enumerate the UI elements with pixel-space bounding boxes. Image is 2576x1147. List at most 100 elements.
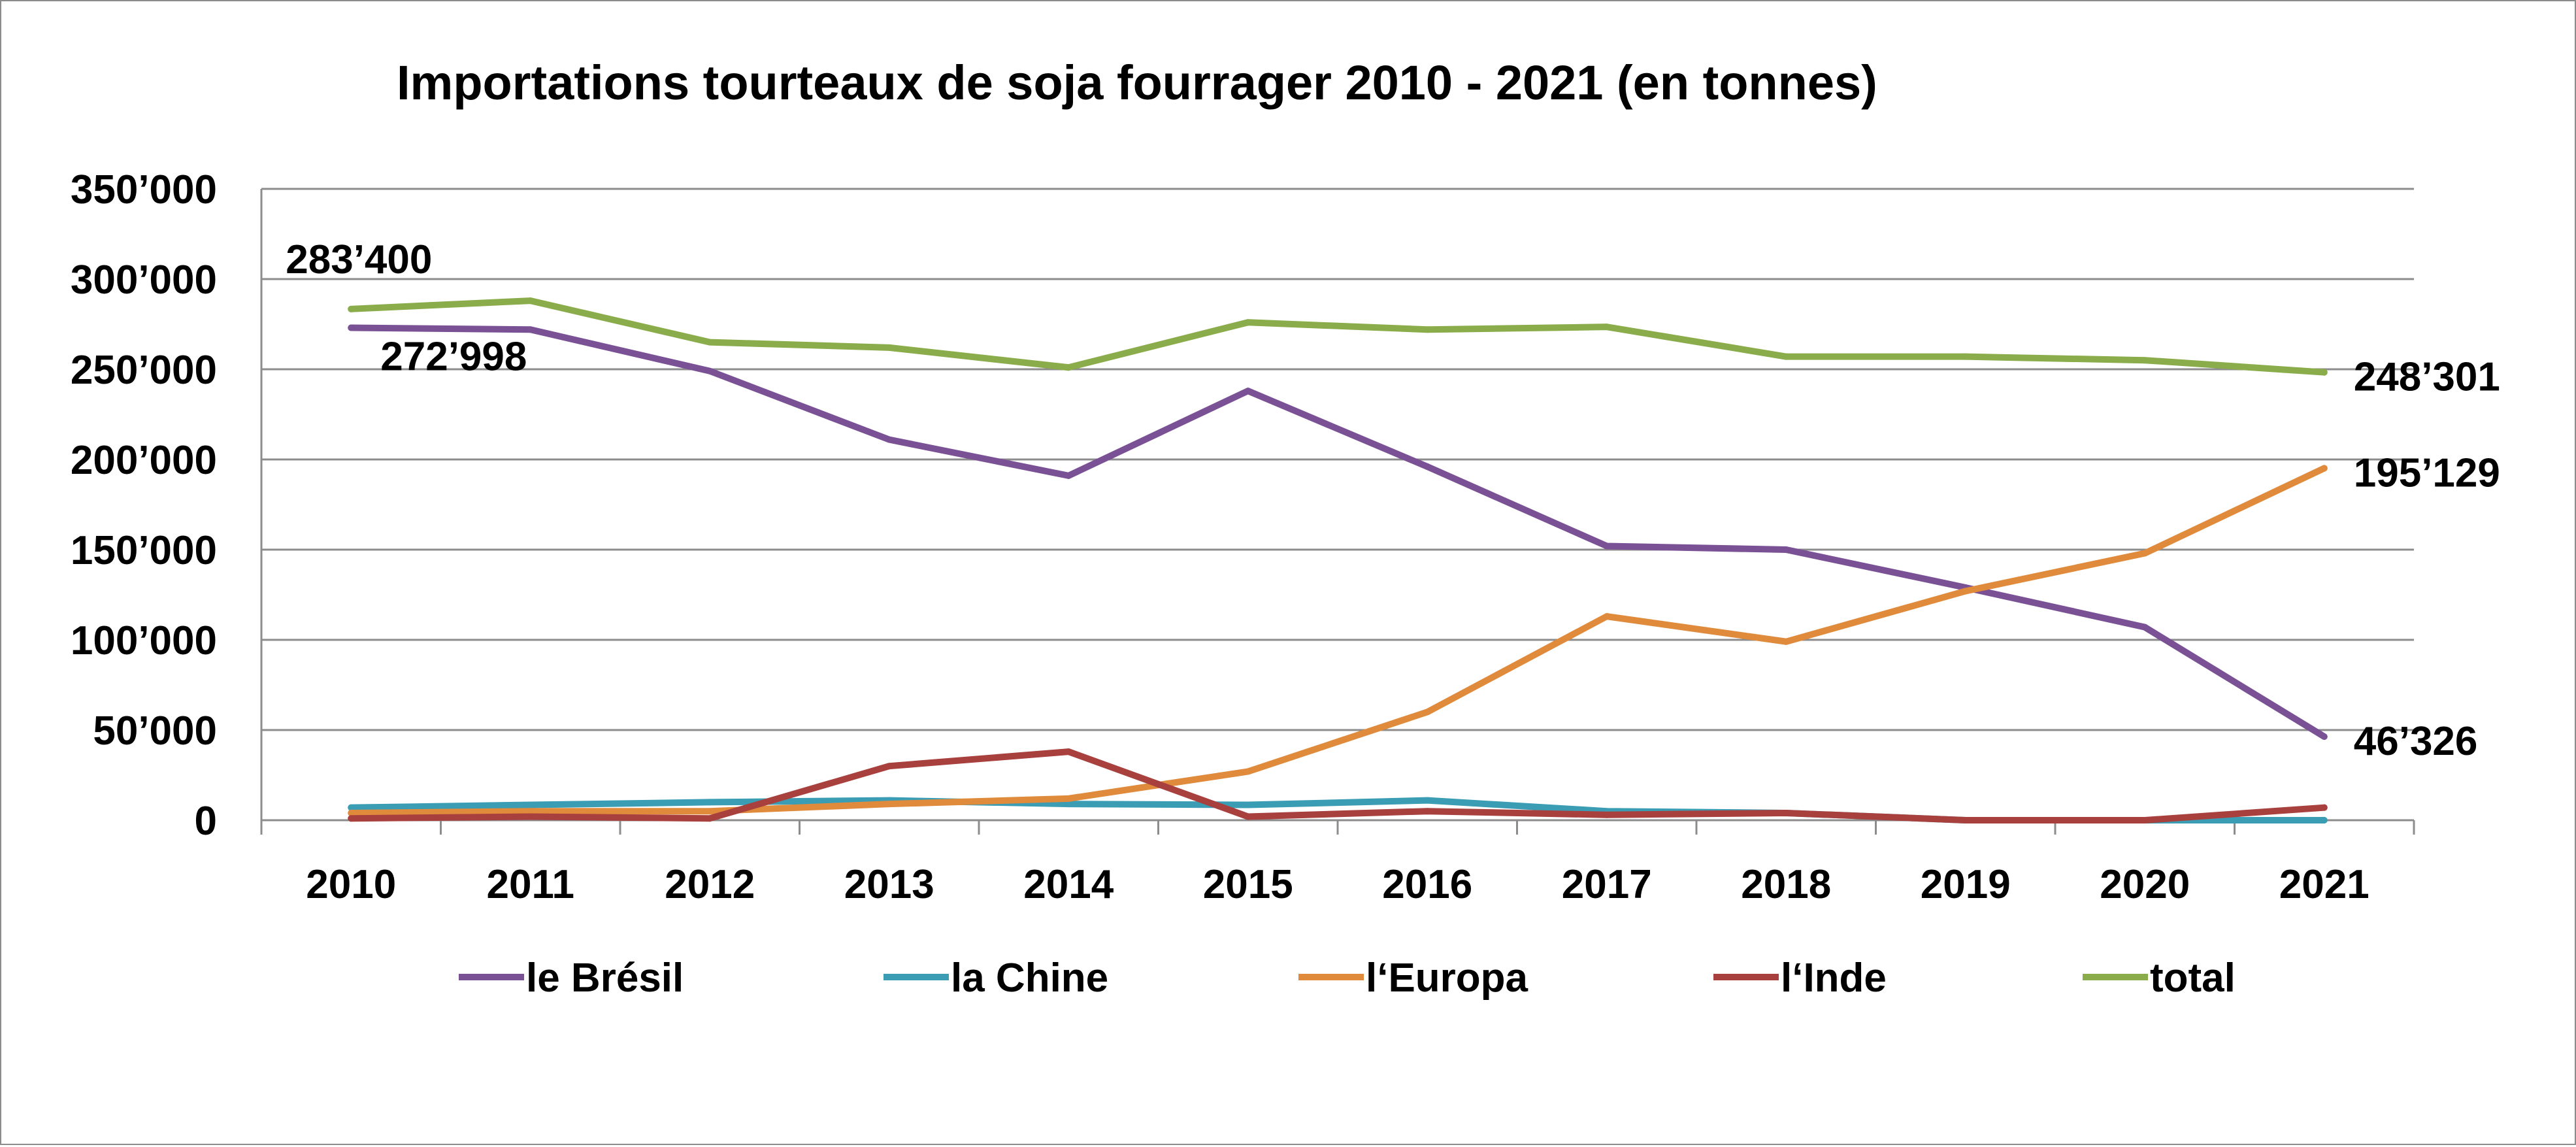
data-point bbox=[1603, 542, 1610, 550]
y-tick-label: 150’000 bbox=[71, 528, 217, 573]
data-point bbox=[1244, 768, 1251, 775]
x-tick-label: 2011 bbox=[486, 862, 574, 907]
data-point bbox=[1962, 353, 1969, 360]
data-point bbox=[885, 763, 893, 770]
data-point bbox=[1783, 353, 1790, 360]
data-point bbox=[527, 813, 534, 820]
data-point bbox=[1783, 546, 1790, 553]
data-point bbox=[1603, 811, 1610, 818]
y-tick-label: 0 bbox=[195, 799, 217, 844]
y-tick-label: 350’000 bbox=[71, 167, 217, 212]
data-point bbox=[348, 815, 355, 822]
series-line bbox=[348, 297, 2328, 376]
data-point bbox=[2320, 817, 2328, 823]
data-point bbox=[885, 436, 893, 443]
data-point bbox=[1065, 801, 1072, 808]
x-tick-label: 2021 bbox=[2279, 862, 2370, 907]
data-point bbox=[348, 804, 355, 811]
data-point bbox=[706, 339, 714, 346]
y-tick-label: 300’000 bbox=[71, 258, 217, 303]
data-point bbox=[1244, 319, 1251, 326]
data-point bbox=[1244, 813, 1251, 820]
data-point bbox=[1244, 388, 1251, 395]
legend-label: la Chine bbox=[951, 956, 1108, 1001]
y-axis-ticks: 0 50’000 100’000 150’000 200’000 250’000 300’0… bbox=[71, 167, 217, 844]
x-tick-label: 2016 bbox=[1382, 862, 1472, 907]
y-tick-label: 100’000 bbox=[71, 618, 217, 663]
x-tick-label: 2010 bbox=[306, 862, 396, 907]
data-point bbox=[1244, 801, 1251, 808]
x-tick-label: 2019 bbox=[1921, 862, 2011, 907]
data-point bbox=[885, 344, 893, 351]
data-label: 195’129 bbox=[2354, 450, 2500, 495]
data-point bbox=[1424, 708, 1431, 716]
series-lines bbox=[348, 297, 2328, 823]
data-point bbox=[1962, 588, 1969, 595]
legend-item: l‘Inde bbox=[1713, 956, 1887, 1001]
data-point bbox=[2320, 465, 2328, 472]
data-point bbox=[348, 324, 355, 331]
data-point bbox=[2141, 623, 2149, 631]
data-point bbox=[1783, 809, 1790, 816]
data-point bbox=[1424, 808, 1431, 815]
series-line bbox=[348, 748, 2328, 823]
data-point bbox=[1065, 748, 1072, 756]
x-tick-label: 2013 bbox=[844, 862, 934, 907]
data-point bbox=[1065, 364, 1072, 371]
data-annotations: 283’400 272’998 248’301 195’129 46’326 bbox=[286, 237, 2500, 764]
series-line bbox=[348, 324, 2328, 740]
data-point bbox=[527, 297, 534, 305]
axes bbox=[260, 189, 2415, 835]
data-point bbox=[1424, 797, 1431, 804]
y-tick-label: 50’000 bbox=[93, 708, 217, 754]
data-point bbox=[527, 326, 534, 333]
data-point bbox=[2141, 550, 2149, 557]
data-point bbox=[885, 801, 893, 808]
x-tick-label: 2017 bbox=[1562, 862, 1652, 907]
legend-label: l‘Inde bbox=[1781, 956, 1887, 1001]
legend-item: le Brésil bbox=[459, 956, 684, 1001]
data-point bbox=[1603, 324, 1610, 331]
data-point bbox=[348, 809, 355, 816]
series-line bbox=[348, 465, 2328, 816]
legend-label: l‘Europa bbox=[1366, 956, 1528, 1001]
data-point bbox=[1424, 463, 1431, 471]
data-point bbox=[706, 367, 714, 374]
legend-item: l‘Europa bbox=[1298, 956, 1528, 1001]
data-label: 272’998 bbox=[380, 335, 527, 380]
legend-item: la Chine bbox=[883, 956, 1108, 1001]
x-axis-ticks: 2010 2011 2012 2013 2014 2015 2016 2017 2018 2019… bbox=[306, 862, 2369, 907]
x-tick-label: 2020 bbox=[2100, 862, 2190, 907]
data-label: 283’400 bbox=[286, 237, 432, 282]
x-tick-label: 2014 bbox=[1023, 862, 1114, 907]
legend-label: total bbox=[2150, 956, 2236, 1001]
x-tick-label: 2018 bbox=[1741, 862, 1831, 907]
data-point bbox=[2320, 733, 2328, 740]
data-point bbox=[1962, 817, 1969, 823]
legend-item: total bbox=[2083, 956, 2236, 1001]
y-tick-label: 250’000 bbox=[71, 348, 217, 393]
x-tick-label: 2015 bbox=[1203, 862, 1293, 907]
data-point bbox=[2320, 804, 2328, 811]
y-tick-label: 200’000 bbox=[71, 438, 217, 483]
data-point bbox=[1783, 638, 1790, 645]
data-point bbox=[527, 801, 534, 808]
data-point bbox=[706, 815, 714, 822]
data-point bbox=[2141, 817, 2149, 823]
data-point bbox=[1065, 795, 1072, 802]
data-point bbox=[706, 799, 714, 806]
data-point bbox=[2141, 357, 2149, 364]
data-point bbox=[1603, 613, 1610, 620]
chart-title: Importations tourteaux de soja fourrager… bbox=[397, 56, 1877, 110]
x-tick-label: 2012 bbox=[665, 862, 755, 907]
data-point bbox=[2320, 369, 2328, 376]
data-label: 46’326 bbox=[2354, 719, 2478, 764]
data-point bbox=[706, 808, 714, 815]
data-point bbox=[348, 305, 355, 312]
gridlines bbox=[261, 188, 2414, 731]
data-point bbox=[527, 808, 534, 815]
data-point bbox=[1065, 472, 1072, 479]
data-label: 248’301 bbox=[2354, 355, 2500, 400]
